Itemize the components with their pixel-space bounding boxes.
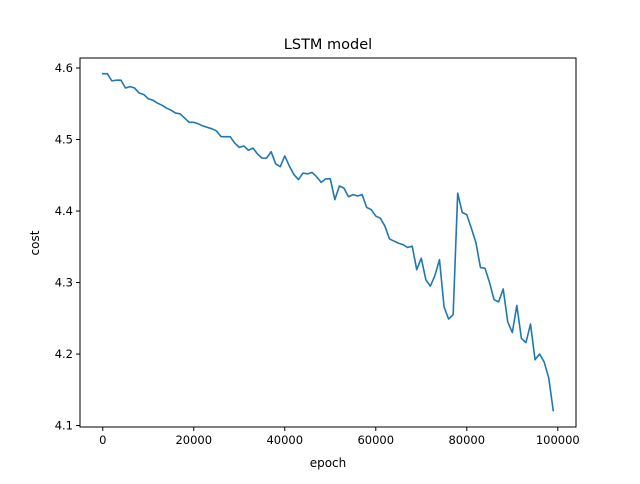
y-tick-label: 4.6 (55, 61, 73, 75)
y-axis-label: cost (28, 230, 42, 255)
series-layer (101, 72, 555, 412)
x-tick-label: 40000 (266, 433, 303, 447)
y-axis-ticks: 4.1 4.2 4.3 4.4 4.5 4.6 (55, 61, 80, 433)
chart-title: LSTM model (284, 37, 372, 53)
y-tick-label: 4.2 (55, 347, 73, 361)
y-tick-label: 4.4 (55, 204, 73, 218)
y-tick-label: 4.5 (55, 133, 73, 147)
x-tick-label: 20000 (175, 433, 212, 447)
plot-frame (79, 57, 577, 428)
y-tick-label: 4.3 (55, 276, 73, 290)
cost-series-line (101, 72, 555, 412)
x-tick-label: 0 (99, 433, 106, 447)
x-tick-label: 80000 (448, 433, 485, 447)
y-tick-label: 4.1 (55, 419, 73, 433)
x-tick-label: 60000 (357, 433, 394, 447)
x-tick-label: 100000 (536, 433, 580, 447)
x-axis-ticks: 0 20000 40000 60000 80000 100000 (99, 427, 580, 447)
x-axis-label: epoch (310, 456, 347, 470)
